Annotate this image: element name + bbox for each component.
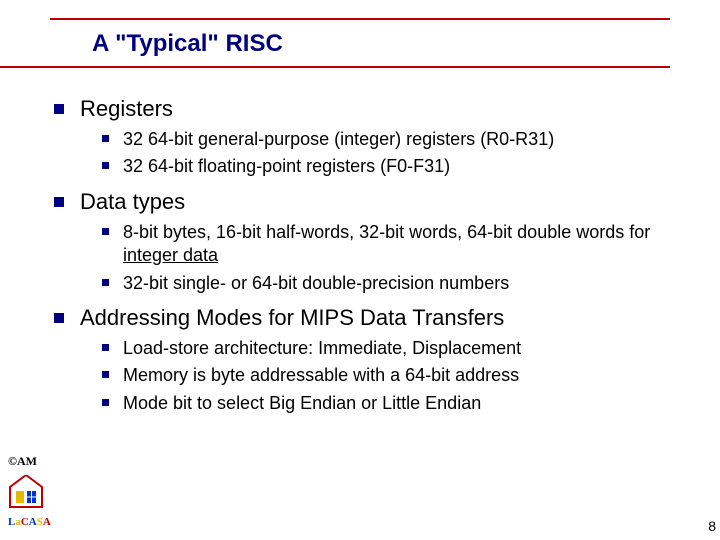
square-bullet-icon — [102, 371, 109, 378]
square-bullet-icon — [102, 135, 109, 142]
copyright-text: ©AM — [8, 454, 52, 469]
list-item: Memory is byte addressable with a 64-bit… — [102, 364, 690, 387]
brand-letter: C — [21, 516, 29, 528]
list-item: 32 64-bit floating-point registers (F0-F… — [102, 155, 690, 178]
title-rule-top — [50, 18, 670, 20]
square-bullet-icon — [54, 104, 64, 114]
title-bar: A "Typical" RISC — [0, 24, 720, 64]
section-heading: Data types — [54, 189, 690, 215]
list-item: 32 64-bit general-purpose (integer) regi… — [102, 128, 690, 151]
list-item: 32-bit single- or 64-bit double-precisio… — [102, 272, 690, 295]
section-heading-text: Addressing Modes for MIPS Data Transfers — [80, 305, 504, 331]
list-item-pretext: 8-bit bytes, 16-bit half-words, 32-bit w… — [123, 222, 650, 242]
brand-letter: A — [29, 516, 37, 528]
list-item-text: Memory is byte addressable with a 64-bit… — [123, 364, 519, 387]
list-item-text: 8-bit bytes, 16-bit half-words, 32-bit w… — [123, 221, 690, 268]
section-items: Load-store architecture: Immediate, Disp… — [102, 337, 690, 415]
list-item: 8-bit bytes, 16-bit half-words, 32-bit w… — [102, 221, 690, 268]
square-bullet-icon — [102, 162, 109, 169]
section-heading: Registers — [54, 96, 690, 122]
square-bullet-icon — [102, 344, 109, 351]
list-item: Mode bit to select Big Endian or Little … — [102, 392, 690, 415]
square-bullet-icon — [54, 313, 64, 323]
list-item-text: 32 64-bit floating-point registers (F0-F… — [123, 155, 450, 178]
logo-area: ©AM LaCASA — [8, 454, 52, 528]
content-area: Registers 32 64-bit general-purpose (int… — [54, 90, 690, 425]
brand-letter: A — [43, 516, 51, 528]
list-item-text: 32-bit single- or 64-bit double-precisio… — [123, 272, 509, 295]
section-heading: Addressing Modes for MIPS Data Transfers — [54, 305, 690, 331]
square-bullet-icon — [54, 197, 64, 207]
lacasa-brand-text: LaCASA — [8, 516, 52, 528]
square-bullet-icon — [102, 399, 109, 406]
section-items: 8-bit bytes, 16-bit half-words, 32-bit w… — [102, 221, 690, 295]
list-item: Load-store architecture: Immediate, Disp… — [102, 337, 690, 360]
list-item-text: Load-store architecture: Immediate, Disp… — [123, 337, 521, 360]
square-bullet-icon — [102, 228, 109, 235]
square-bullet-icon — [102, 279, 109, 286]
underlined-text: integer data — [123, 245, 218, 265]
list-item-text: Mode bit to select Big Endian or Little … — [123, 392, 481, 415]
slide-title: A "Typical" RISC — [92, 30, 283, 58]
title-rule-bottom — [0, 66, 670, 68]
lacasa-logo-icon — [8, 475, 44, 509]
page-number: 8 — [708, 518, 716, 534]
section-heading-text: Data types — [80, 189, 185, 215]
list-item-text: 32 64-bit general-purpose (integer) regi… — [123, 128, 554, 151]
section-heading-text: Registers — [80, 96, 173, 122]
section-items: 32 64-bit general-purpose (integer) regi… — [102, 128, 690, 179]
